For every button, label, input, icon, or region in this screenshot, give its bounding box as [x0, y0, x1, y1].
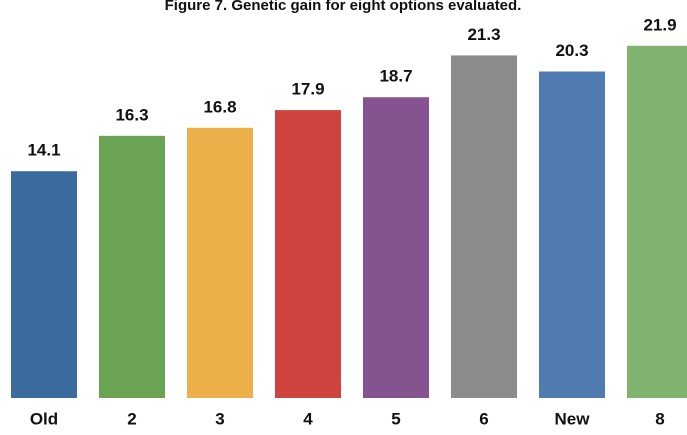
value-label: 17.9 — [291, 80, 324, 99]
value-label: 21.9 — [643, 15, 676, 34]
bar — [275, 110, 341, 398]
bar — [363, 97, 429, 398]
value-label: 18.7 — [379, 67, 412, 86]
x-tick-label: 5 — [391, 409, 400, 428]
x-tick-label: 8 — [655, 409, 664, 428]
bar — [187, 127, 253, 399]
x-tick-label: 3 — [215, 409, 224, 428]
x-tick-label: New — [555, 409, 591, 428]
x-tick-label: 4 — [303, 409, 313, 428]
x-tick-label: Old — [30, 409, 58, 428]
value-label: 20.3 — [555, 41, 588, 60]
bar — [99, 135, 165, 398]
bar — [539, 71, 605, 398]
x-tick-label: 6 — [479, 409, 488, 428]
value-label: 21.3 — [467, 25, 500, 44]
bar — [627, 45, 687, 399]
chart-title: Figure 7. Genetic gain for eight options… — [165, 0, 522, 14]
value-label: 16.3 — [115, 105, 148, 124]
x-tick-label: 2 — [127, 409, 136, 428]
bar — [11, 171, 77, 398]
value-label: 14.1 — [27, 141, 60, 160]
bar — [451, 55, 517, 399]
value-label: 16.8 — [203, 97, 236, 116]
